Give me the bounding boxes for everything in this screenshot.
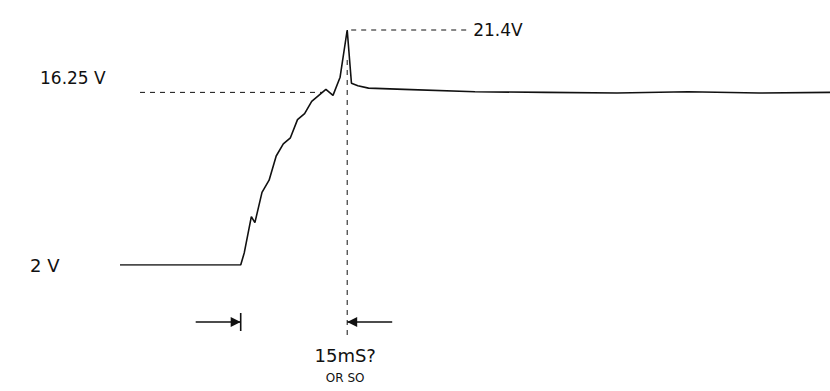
- svg-text:2 V: 2 V: [30, 255, 60, 276]
- svg-text:16.25 V: 16.25 V: [40, 68, 106, 88]
- svg-text:21.4V: 21.4V: [473, 20, 523, 40]
- svg-text:15mS?: 15mS?: [314, 345, 375, 366]
- svg-text:OR SO: OR SO: [326, 371, 365, 385]
